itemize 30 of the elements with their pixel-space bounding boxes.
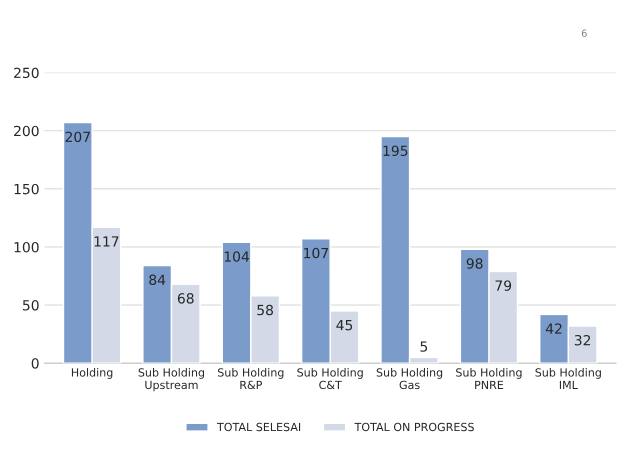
data-label: 117: [94, 236, 118, 246]
y-tick-label: 50: [22, 300, 39, 311]
data-label: 79: [496, 280, 512, 291]
x-tick-label: Sub Holding IML: [535, 368, 601, 389]
y-tick-label: 150: [14, 184, 39, 194]
data-label: 45: [336, 320, 352, 330]
x-tick-label: Sub Holding Upstream: [138, 368, 204, 392]
x-tick-label: Sub Holding Gas: [376, 368, 442, 390]
data-label: 42: [546, 323, 562, 334]
data-label: 84: [149, 274, 166, 286]
legend-label: TOTAL ON PROGRESS: [354, 422, 474, 432]
data-label: 195: [384, 146, 408, 156]
y-tick-label: 250: [14, 68, 39, 78]
y-tick-label: 100: [14, 242, 39, 252]
legend-label: TOTAL SELESAI: [216, 422, 300, 432]
x-tick-label: Sub Holding R&P: [218, 368, 284, 390]
data-label: 68: [178, 293, 194, 304]
y-tick-label: 0: [32, 358, 39, 369]
data-label: 207: [66, 132, 90, 142]
data-label: 107: [304, 248, 328, 258]
data-label: 32: [574, 334, 590, 346]
data-label: 58: [257, 304, 273, 316]
text: 6: [582, 30, 587, 37]
data-label: 104: [224, 251, 250, 262]
x-tick-label: Holding: [72, 368, 112, 379]
data-label: 5: [420, 341, 428, 352]
y-tick-label: 200: [14, 126, 39, 136]
x-tick-label: Sub Holding PNRE: [456, 368, 522, 389]
data-label: 98: [466, 258, 483, 269]
x-tick-label: Sub Holding C&T: [297, 368, 363, 390]
